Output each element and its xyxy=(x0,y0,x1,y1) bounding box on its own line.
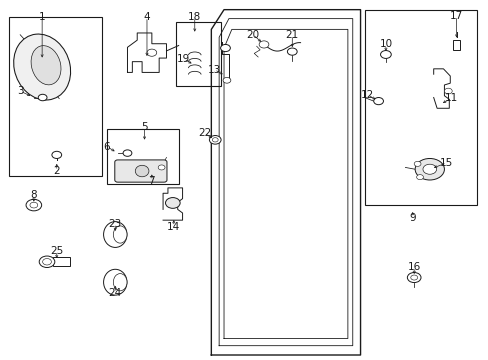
Circle shape xyxy=(410,275,417,280)
Circle shape xyxy=(287,48,297,55)
Circle shape xyxy=(42,258,51,265)
Circle shape xyxy=(158,165,164,170)
Ellipse shape xyxy=(31,46,61,85)
Text: 8: 8 xyxy=(30,190,37,200)
Circle shape xyxy=(416,175,423,180)
Circle shape xyxy=(26,199,41,211)
Bar xyxy=(452,40,459,50)
Circle shape xyxy=(373,98,383,105)
Text: 4: 4 xyxy=(143,12,150,22)
Text: 20: 20 xyxy=(246,30,259,40)
Text: 22: 22 xyxy=(198,129,211,138)
Circle shape xyxy=(259,41,268,48)
Text: 24: 24 xyxy=(108,288,122,298)
Ellipse shape xyxy=(103,222,127,247)
Text: 9: 9 xyxy=(408,213,415,222)
Bar xyxy=(9,17,102,176)
Text: 10: 10 xyxy=(379,40,392,49)
Ellipse shape xyxy=(113,226,127,243)
Bar xyxy=(53,257,70,266)
Ellipse shape xyxy=(113,274,127,291)
Text: 1: 1 xyxy=(39,12,45,22)
Text: 12: 12 xyxy=(360,90,373,100)
Text: 23: 23 xyxy=(108,219,122,229)
Circle shape xyxy=(165,198,180,208)
Circle shape xyxy=(39,256,55,267)
Text: 6: 6 xyxy=(103,141,110,152)
Circle shape xyxy=(209,135,221,144)
Text: 14: 14 xyxy=(167,222,180,231)
Circle shape xyxy=(52,151,61,158)
Bar xyxy=(365,10,476,205)
Circle shape xyxy=(414,158,444,180)
Circle shape xyxy=(380,50,390,58)
Ellipse shape xyxy=(103,269,127,295)
FancyBboxPatch shape xyxy=(115,160,166,182)
Text: 13: 13 xyxy=(207,64,221,75)
Circle shape xyxy=(123,150,132,156)
Circle shape xyxy=(223,77,230,83)
Text: 7: 7 xyxy=(148,176,155,186)
Circle shape xyxy=(422,164,436,174)
Text: 2: 2 xyxy=(53,166,60,176)
Circle shape xyxy=(30,202,38,208)
Ellipse shape xyxy=(135,165,149,177)
Circle shape xyxy=(444,88,451,94)
Text: 16: 16 xyxy=(407,262,420,272)
Text: 25: 25 xyxy=(50,246,63,256)
Text: 17: 17 xyxy=(449,11,462,21)
Bar xyxy=(107,129,179,184)
Circle shape xyxy=(212,138,218,142)
Text: 21: 21 xyxy=(285,30,298,40)
Circle shape xyxy=(220,44,230,51)
Circle shape xyxy=(413,161,420,166)
Text: 11: 11 xyxy=(444,93,457,103)
Text: 19: 19 xyxy=(177,54,190,64)
Circle shape xyxy=(147,49,157,56)
Circle shape xyxy=(38,94,47,101)
Text: 3: 3 xyxy=(17,86,23,96)
Bar xyxy=(176,22,221,86)
Circle shape xyxy=(407,273,420,283)
Text: 5: 5 xyxy=(141,122,147,132)
Ellipse shape xyxy=(14,34,70,100)
Text: 15: 15 xyxy=(439,158,452,168)
Text: 18: 18 xyxy=(188,12,201,22)
